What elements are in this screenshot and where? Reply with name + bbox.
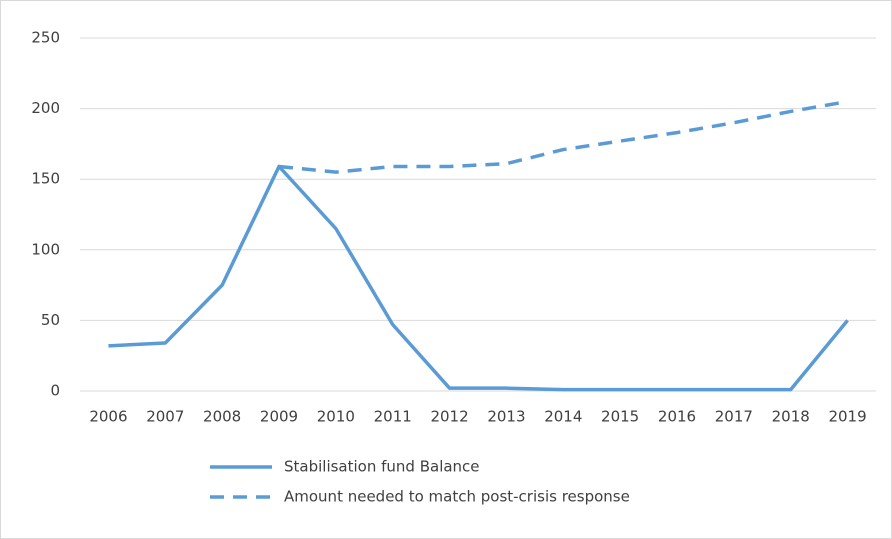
x-tick-label: 2016 — [658, 408, 696, 426]
x-tick-label: 2013 — [487, 408, 525, 426]
x-tick-label: 2017 — [715, 408, 753, 426]
y-tick-label: 250 — [31, 29, 60, 47]
y-tick-label: 0 — [50, 382, 60, 400]
legend-label: Amount needed to match post-crisis respo… — [284, 488, 630, 506]
x-tick-label: 2014 — [544, 408, 582, 426]
x-tick-label: 2019 — [828, 408, 866, 426]
y-tick-label: 50 — [41, 311, 60, 329]
x-tick-label: 2018 — [772, 408, 810, 426]
y-tick-label: 200 — [31, 99, 60, 117]
x-tick-label: 2008 — [203, 408, 241, 426]
series-line — [108, 164, 849, 392]
x-tick-label: 2011 — [374, 408, 412, 426]
y-tick-label: 150 — [31, 170, 60, 188]
x-tick-label: 2006 — [89, 408, 127, 426]
x-tick-label: 2007 — [146, 408, 184, 426]
x-tick-label: 2012 — [430, 408, 468, 426]
legend-label: Stabilisation fund Balance — [284, 458, 480, 476]
x-tick-label: 2009 — [260, 408, 298, 426]
series-line — [278, 99, 848, 174]
y-tick-label: 100 — [31, 240, 60, 258]
x-tick-label: 2010 — [317, 408, 355, 426]
x-tick-label: 2015 — [601, 408, 639, 426]
